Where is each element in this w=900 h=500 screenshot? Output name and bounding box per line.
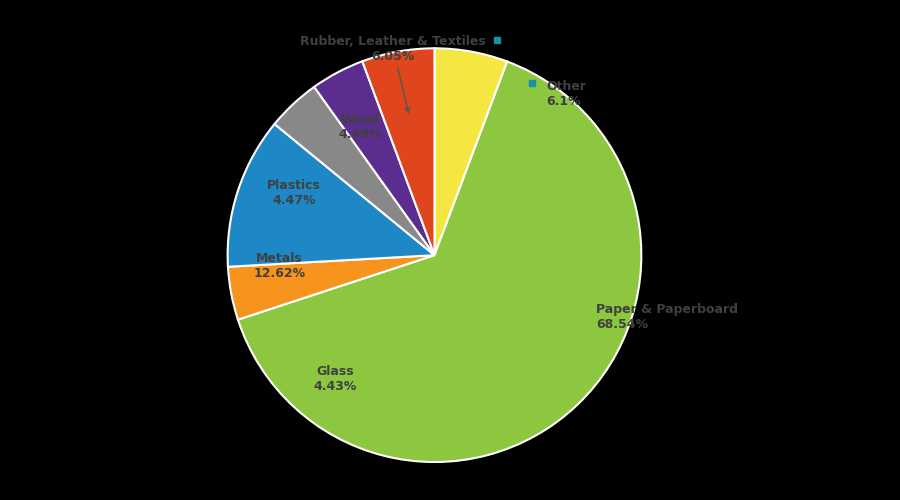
Text: Rubber, Leather & Textiles
6.05%: Rubber, Leather & Textiles 6.05%: [301, 35, 486, 112]
Wedge shape: [314, 62, 435, 255]
Wedge shape: [228, 255, 435, 320]
Wedge shape: [435, 48, 508, 255]
Text: Wood
4.49%: Wood 4.49%: [338, 113, 382, 141]
Text: Metals
12.62%: Metals 12.62%: [253, 252, 305, 280]
Text: Paper & Paperboard
68.54%: Paper & Paperboard 68.54%: [596, 303, 738, 331]
Wedge shape: [274, 87, 435, 255]
Text: Other
6.1%: Other 6.1%: [546, 80, 586, 108]
Wedge shape: [228, 124, 435, 267]
Text: Glass
4.43%: Glass 4.43%: [313, 366, 357, 394]
Text: Plastics
4.47%: Plastics 4.47%: [267, 179, 320, 207]
Wedge shape: [238, 62, 642, 462]
Wedge shape: [363, 48, 435, 255]
